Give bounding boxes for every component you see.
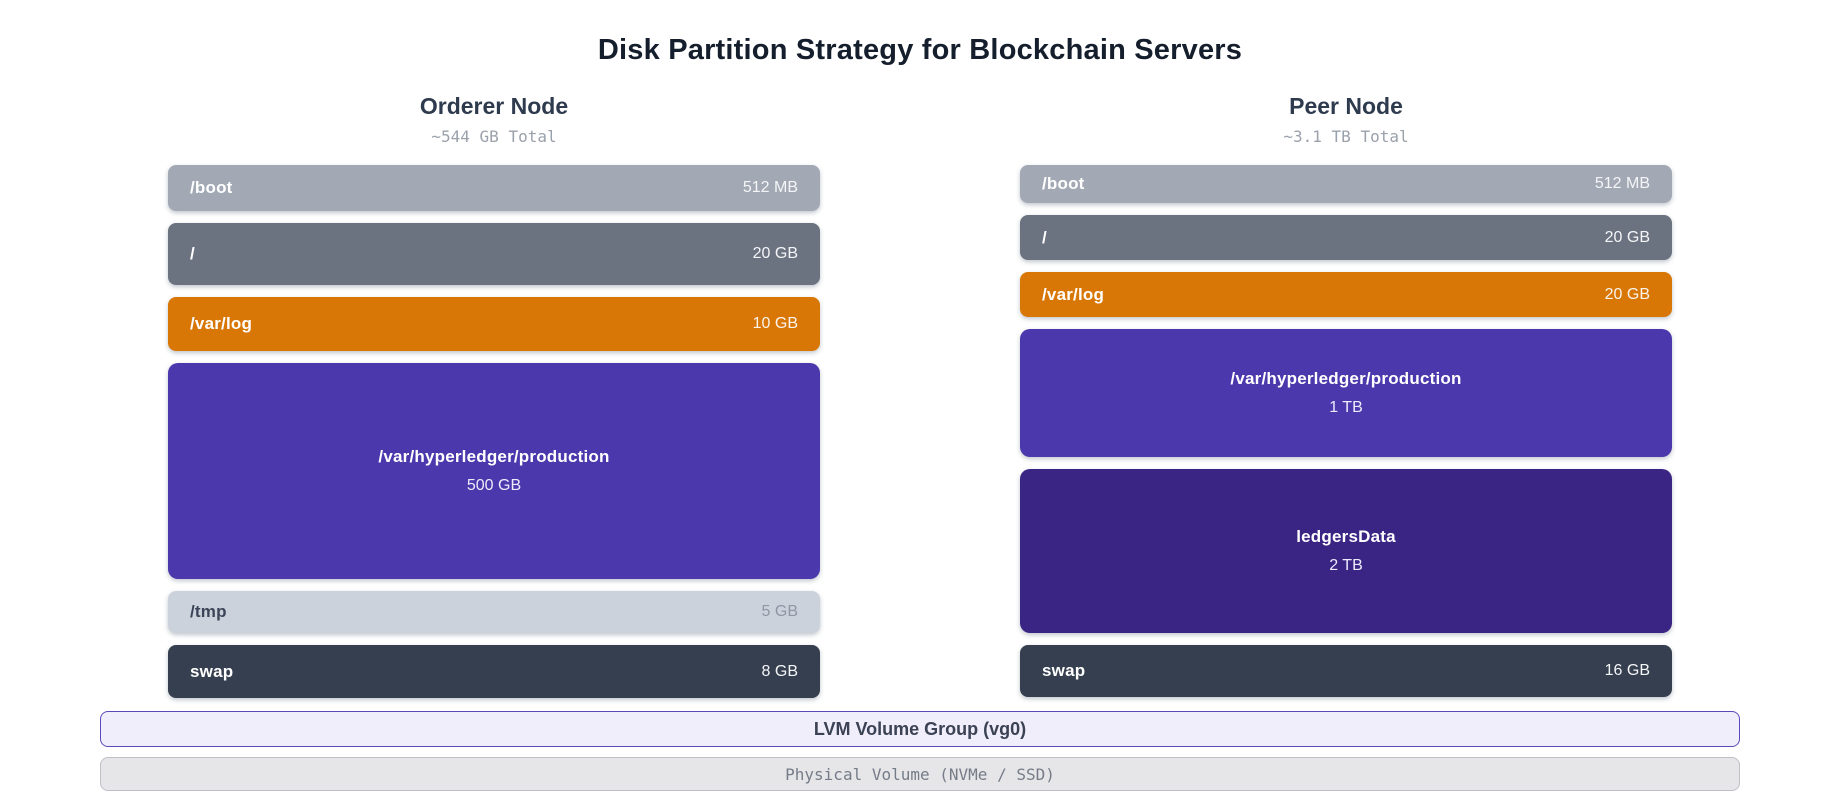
physical-volume-bar: Physical Volume (NVMe / SSD) bbox=[100, 757, 1740, 791]
partition-size: 20 GB bbox=[1604, 228, 1650, 246]
lvm-volume-group-bar: LVM Volume Group (vg0) bbox=[100, 711, 1740, 747]
partition-size: 10 GB bbox=[752, 315, 798, 332]
partition-label: /var/log bbox=[190, 314, 253, 333]
partition-size: 1 TB bbox=[1329, 399, 1363, 416]
partition-label: swap bbox=[1042, 661, 1086, 680]
columns-row: Orderer Node ~544 GB Total/boot 512 MB / 20 … bbox=[0, 93, 1840, 698]
partition-size: 8 GB bbox=[761, 662, 798, 680]
lvm-volume-group-label: LVM Volume Group (vg0) bbox=[813, 718, 1027, 739]
partition-bar: ledgersData 2 TB bbox=[1020, 469, 1672, 633]
page-title: Disk Partition Strategy for Blockchain S… bbox=[597, 34, 1243, 66]
partition-bar: /boot 512 MB bbox=[168, 165, 820, 211]
partition-label: /var/hyperledger/production bbox=[1230, 369, 1462, 388]
partition-label: / bbox=[190, 244, 195, 263]
partition-size: 512 MB bbox=[1594, 175, 1650, 192]
column-peer: Peer Node ~3.1 TB Total/boot 512 MB/20 GB /… bbox=[1020, 93, 1672, 698]
partition-size: 500 GB bbox=[466, 477, 522, 494]
partition-bar: /var/hyperledger/production 1 TB bbox=[1020, 329, 1672, 457]
partition-size: 20 GB bbox=[752, 245, 798, 262]
physical-volume-label: Physical Volume (NVMe / SSD) bbox=[785, 764, 1055, 784]
partition-label: swap bbox=[190, 661, 234, 681]
partition-label: /boot bbox=[1042, 174, 1085, 193]
partition-size: 2 TB bbox=[1329, 557, 1363, 574]
storage-footer: LVM Volume Group (vg0) Physical Volume (… bbox=[100, 711, 1740, 791]
partition-size: 512 MB bbox=[742, 179, 798, 196]
partition-bar: swap 16 GB bbox=[1020, 645, 1672, 697]
column-orderer: Orderer Node ~544 GB Total/boot 512 MB / 20 … bbox=[168, 93, 820, 698]
partition-bar: /boot 512 MB bbox=[1020, 165, 1672, 203]
partition-label: / bbox=[1042, 227, 1047, 247]
partition-stack: /boot 512 MB / 20 GB/var/log 10 GB/var/hyper… bbox=[168, 165, 820, 698]
partition-label: ledgersData bbox=[1296, 527, 1396, 546]
column-heading: Orderer Node bbox=[419, 93, 569, 119]
partition-label: /var/hyperledger/production bbox=[378, 447, 610, 466]
partition-bar: /tmp 5 GB bbox=[168, 591, 820, 633]
partition-bar: / 20 GB bbox=[168, 223, 820, 285]
column-subtitle: ~3.1 TB Total bbox=[1283, 127, 1409, 146]
column-subtitle: ~544 GB Total bbox=[431, 127, 557, 146]
partition-bar: /var/hyperledger/production 500 GB bbox=[168, 363, 820, 579]
partition-bar: /var/log 20 GB bbox=[1020, 272, 1672, 317]
partition-label: /tmp bbox=[190, 602, 227, 621]
partition-bar: / 20 GB bbox=[1020, 215, 1672, 260]
partition-label: /var/log bbox=[1042, 284, 1105, 304]
column-heading: Peer Node bbox=[1289, 93, 1403, 119]
partition-stack: /boot 512 MB / 20 GB/var/log 20 GB/var/hyper… bbox=[1020, 165, 1672, 697]
partition-bar: /var/log 10 GB bbox=[168, 297, 820, 351]
partition-size: 20 GB bbox=[1604, 285, 1650, 303]
partition-bar: swap 8 GB bbox=[168, 645, 820, 698]
partition-size: 5 GB bbox=[761, 603, 798, 620]
partition-size: 16 GB bbox=[1604, 662, 1650, 679]
partition-label: /boot bbox=[190, 178, 233, 197]
